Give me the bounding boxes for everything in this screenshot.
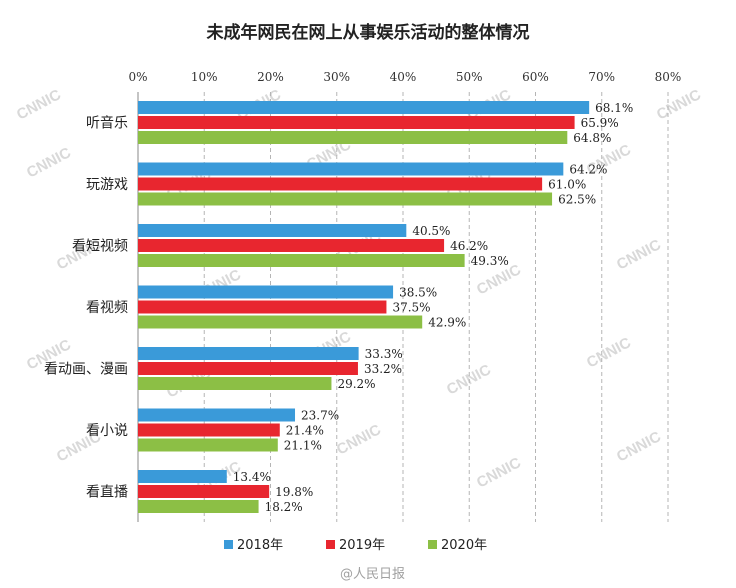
x-axis: 0% 10% 20% 30% 40% 50% 60% 70% 80% (128, 70, 681, 84)
watermark-text: CNNIC (24, 144, 74, 181)
watermark-text: CNNIC (14, 86, 64, 123)
bar (138, 177, 543, 191)
bar (138, 224, 407, 237)
x-tick-label: 60% (522, 70, 549, 84)
data-label: 40.5% (412, 224, 450, 238)
data-label: 65.9% (581, 116, 619, 130)
bar (138, 300, 387, 314)
data-label: 23.7% (301, 409, 339, 423)
x-tick-label: 40% (390, 70, 417, 84)
bar (138, 362, 358, 375)
bar (138, 192, 553, 206)
bar (138, 162, 564, 176)
bar (138, 101, 590, 114)
bar (138, 438, 278, 452)
x-tick-label: 50% (456, 70, 483, 84)
legend-swatch (326, 540, 335, 549)
bar (138, 485, 270, 498)
bar (138, 347, 359, 360)
x-tick-label: 20% (257, 70, 284, 84)
legend-swatch (428, 540, 437, 549)
source-mark: @人民日报 (340, 567, 405, 582)
data-label: 29.2% (337, 377, 375, 391)
category-label: 看小说 (86, 423, 128, 439)
data-label: 19.8% (275, 485, 313, 499)
category-label: 听音乐 (86, 115, 128, 132)
data-label: 33.3% (365, 347, 403, 361)
x-tick-label: 10% (191, 70, 218, 84)
data-label: 62.5% (558, 193, 596, 207)
category-label: 看直播 (86, 484, 128, 501)
bar (138, 285, 394, 299)
category-label: 看视频 (86, 300, 128, 316)
data-label: 46.2% (450, 239, 488, 253)
data-label: 64.8% (573, 131, 611, 145)
bar (138, 116, 575, 129)
data-label: 21.1% (284, 439, 322, 453)
data-label: 42.9% (428, 316, 466, 330)
watermark-text: CNNIC (584, 334, 634, 371)
bar (138, 315, 423, 329)
watermark-text: CNNIC (654, 86, 704, 123)
data-label: 13.4% (233, 470, 271, 484)
data-label: 61.0% (548, 178, 586, 192)
legend-swatch (224, 540, 233, 549)
bar (138, 254, 465, 267)
legend: 2018年 2019年 2020年 (224, 538, 487, 553)
watermark-text: CNNIC (334, 421, 384, 458)
x-tick-label: 80% (655, 70, 682, 84)
category-label: 看动画、漫画 (44, 362, 128, 378)
legend-label: 2019年 (339, 538, 385, 553)
bar (138, 470, 227, 483)
watermark-text: CNNIC (614, 236, 664, 273)
data-label: 49.3% (471, 254, 509, 268)
data-label: 18.2% (265, 500, 303, 514)
data-label: 21.4% (286, 424, 324, 438)
bar (138, 377, 332, 390)
category-label: 看短视频 (72, 239, 128, 255)
legend-label: 2018年 (237, 538, 283, 553)
data-label: 33.2% (364, 362, 402, 376)
bars: 68.1%65.9%64.8% 64.2%61.0%62.5% 40.5%46.2%… (138, 101, 633, 514)
bar (138, 131, 568, 144)
x-tick-label: 0% (128, 70, 147, 84)
data-label: 68.1% (595, 101, 633, 115)
watermark-text: CNNIC (614, 428, 664, 465)
category-label: 玩游戏 (86, 177, 128, 193)
x-tick-label: 30% (323, 70, 350, 84)
x-tick-label: 70% (588, 70, 615, 84)
data-label: 38.5% (399, 286, 437, 300)
chart-title: 未成年网民在网上从事娱乐活动的整体情况 (206, 22, 530, 43)
watermark-text: CNNIC (474, 454, 524, 491)
data-label: 37.5% (392, 301, 430, 315)
source-mark-text: @人民日报 (340, 567, 405, 582)
bar (138, 423, 280, 437)
bar (138, 408, 296, 422)
bar (138, 500, 259, 513)
data-label: 64.2% (569, 163, 607, 177)
legend-label: 2020年 (441, 538, 487, 553)
bar (138, 239, 445, 252)
